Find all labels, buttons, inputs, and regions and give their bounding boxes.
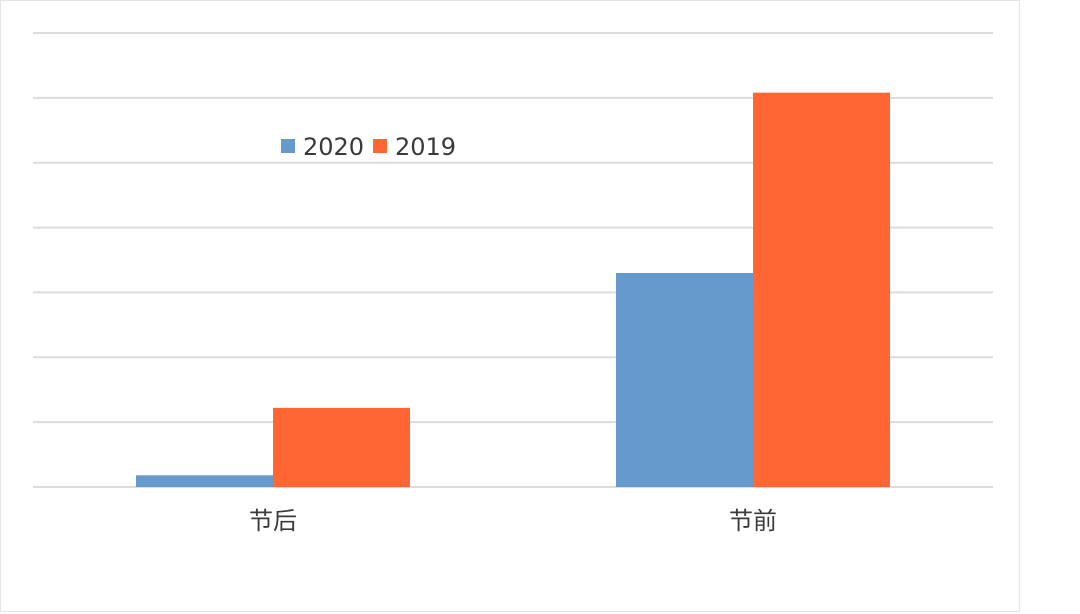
legend-label-2019: 2019 — [395, 133, 456, 161]
x-tick-label-1: 节前 — [729, 507, 777, 535]
bar-2019-1 — [753, 92, 890, 487]
legend-swatch-2020 — [281, 139, 295, 153]
bar-2020-0 — [136, 475, 273, 487]
legend-swatch-2019 — [373, 139, 387, 153]
bar-2020-1 — [616, 272, 753, 487]
chart-frame: 节后 节前 2020 2019 — [0, 0, 1020, 612]
x-tick-label-0: 节后 — [249, 507, 297, 535]
bars — [136, 92, 890, 487]
bar-2019-0 — [273, 407, 410, 487]
x-axis-tick-labels: 节后 节前 — [249, 507, 777, 535]
legend: 2020 2019 — [281, 133, 456, 161]
gridlines — [33, 32, 993, 488]
bar-chart: 节后 节前 2020 2019 — [33, 32, 993, 535]
legend-label-2020: 2020 — [303, 133, 364, 161]
